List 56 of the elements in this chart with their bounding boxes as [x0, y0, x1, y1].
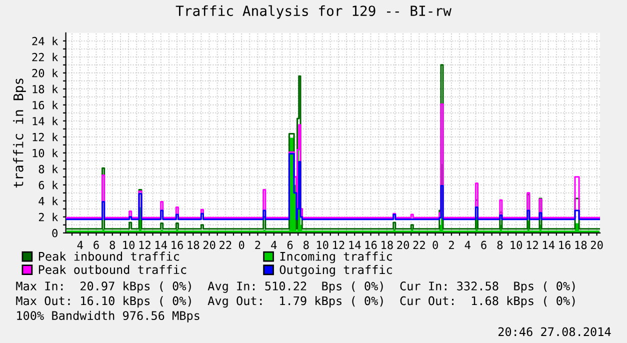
- x-tick-label: 0: [238, 240, 244, 250]
- x-tick-label: 18: [382, 240, 393, 250]
- y-tick-label: 16 k: [32, 100, 58, 110]
- y-tick-label: 24 k: [32, 36, 58, 46]
- y-tick-label: 12 k: [32, 132, 58, 142]
- y-tick-label: 0: [52, 228, 58, 238]
- legend-label: Outgoing traffic: [280, 265, 392, 277]
- x-tick-label: 20: [203, 240, 216, 250]
- text: Max Out: 16.10 kBps ( 0%) Avg Out: 1.79 kBps ( 0%) Cur Out: 1.68 kBps ( 0%): [16, 296, 575, 308]
- x-tick-label: 14: [349, 240, 361, 250]
- x-tick-label: 16: [172, 240, 183, 250]
- y-tick-label: 14 k: [32, 116, 58, 126]
- x-tick-label: 4: [77, 240, 83, 250]
- x-tick-label: 6: [287, 240, 293, 250]
- x-tick-label: 22: [220, 240, 232, 250]
- text: Max In: 20.97 kBps ( 0%) Avg In: 510.22 Bps ( 0%) Cur In: 332.58 Bps ( 0%): [16, 281, 575, 293]
- text: 20:46 27.08.2014: [498, 327, 611, 336]
- x-tick-label: 10: [510, 240, 522, 250]
- x-tick-label: 2: [448, 240, 454, 250]
- x-tick-label: 8: [110, 240, 116, 250]
- x-tick-label: 6: [481, 240, 486, 250]
- x-tick-label: 18: [575, 240, 587, 250]
- y-tick-label: 22 k: [32, 52, 58, 62]
- y-tick-label: 20 k: [32, 68, 58, 78]
- x-tick-label: 12: [139, 240, 150, 250]
- y-tick-label: 6 k: [38, 180, 58, 190]
- y-tick-label: 2 k: [38, 212, 58, 222]
- x-tick-label: 4: [464, 240, 470, 250]
- x-tick-label: 10: [123, 240, 135, 250]
- x-tick-label: 20: [590, 240, 603, 250]
- x-tick-label: 4: [271, 240, 277, 250]
- x-tick-label: 10: [316, 240, 328, 250]
- y-tick-label: 4 k: [38, 196, 58, 206]
- x-tick-label: 16: [365, 240, 377, 250]
- x-tick-label: 8: [304, 240, 309, 250]
- x-tick-label: 6: [94, 240, 99, 250]
- text: 100% Bandwidth 976.56 MBps: [17, 310, 200, 322]
- x-tick-label: 2: [255, 240, 260, 250]
- x-tick-label: 12: [333, 240, 344, 250]
- x-tick-label: 14: [155, 240, 167, 250]
- x-tick-label: 12: [526, 240, 538, 250]
- x-tick-label: 16: [559, 240, 570, 250]
- y-tick-label: 10 k: [32, 148, 58, 158]
- legend-label: Peak inbound traffic: [38, 252, 179, 261]
- x-tick-label: 20: [397, 240, 410, 250]
- chart-title: Traffic Analysis for 129 -- BI-rw: [176, 5, 452, 19]
- y-axis-title: traffic in Bps: [13, 78, 26, 188]
- y-tick-label: 8 k: [38, 164, 58, 174]
- legend-label: Incoming traffic: [280, 252, 392, 264]
- x-tick-label: 18: [188, 240, 200, 250]
- x-tick-label: 8: [497, 240, 503, 250]
- x-tick-label: 22: [413, 240, 425, 250]
- legend-label: Peak outbound traffic: [38, 264, 186, 274]
- x-tick-label: 0: [432, 240, 438, 250]
- y-tick-label: 18 k: [32, 84, 58, 94]
- x-tick-label: 14: [543, 240, 555, 250]
